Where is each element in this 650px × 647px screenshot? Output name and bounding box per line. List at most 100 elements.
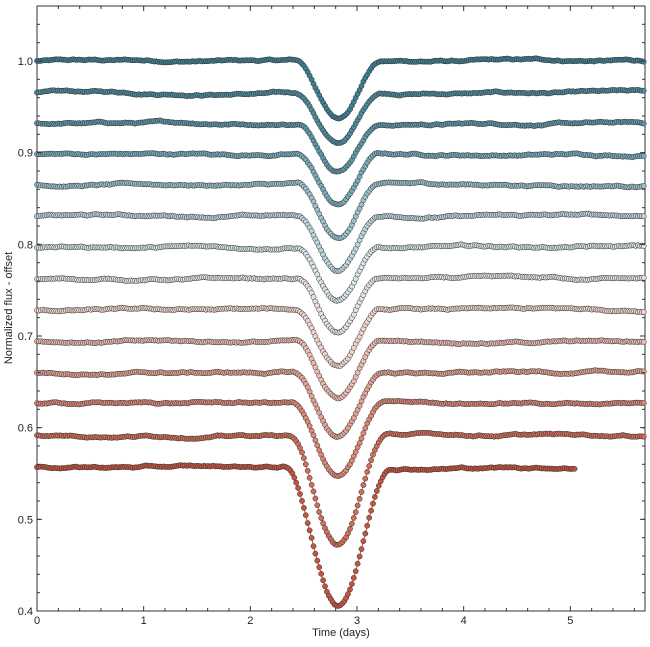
data-point — [640, 400, 647, 406]
data-point — [362, 475, 369, 482]
data-point — [362, 425, 369, 432]
series-line — [36, 274, 644, 334]
data-point — [312, 437, 319, 444]
y-tick-label: 0.7 — [18, 331, 33, 343]
data-point — [356, 440, 363, 446]
data-point — [358, 546, 365, 552]
data-point — [304, 467, 311, 474]
data-point — [316, 509, 323, 515]
series-1 — [34, 86, 647, 146]
data-point — [362, 530, 369, 537]
series-8 — [34, 304, 647, 369]
x-ticks: 0 1 2 3 4 5 — [34, 6, 635, 627]
data-point — [350, 515, 357, 521]
series-6 — [34, 241, 647, 304]
data-point — [318, 570, 325, 577]
series-line — [36, 181, 644, 239]
x-tick-label: 3 — [354, 615, 360, 627]
data-point — [640, 368, 647, 375]
y-axis-label: Normalized flux - offset — [3, 252, 15, 364]
data-point — [358, 489, 365, 495]
data-point — [301, 505, 307, 511]
data-point — [320, 520, 326, 527]
data-point — [306, 474, 313, 481]
data-point — [293, 479, 300, 486]
series-layer — [34, 55, 647, 609]
x-tick-label: 1 — [141, 615, 147, 627]
data-point — [366, 463, 373, 469]
series-4 — [34, 179, 647, 241]
series-0 — [34, 55, 647, 122]
data-point — [364, 469, 371, 475]
series-12 — [34, 429, 647, 548]
series-line — [36, 213, 644, 272]
data-point — [312, 550, 319, 557]
series-line — [36, 152, 644, 206]
series-3 — [34, 150, 647, 208]
series-5 — [34, 210, 647, 274]
series-9 — [34, 336, 647, 402]
data-point — [640, 433, 647, 440]
data-point — [352, 568, 359, 575]
data-point — [302, 461, 309, 468]
data-point — [299, 449, 305, 456]
y-tick-label: 0.6 — [18, 423, 33, 435]
x-tick-label: 4 — [461, 615, 467, 627]
data-point — [358, 435, 365, 442]
data-point — [314, 442, 321, 449]
data-point — [368, 457, 374, 464]
data-point — [306, 423, 313, 429]
data-point — [310, 432, 317, 439]
series-line — [36, 119, 644, 172]
y-tick-label: 0.4 — [18, 606, 33, 618]
data-point — [354, 560, 361, 567]
data-point — [356, 553, 363, 560]
data-point — [372, 494, 378, 500]
data-point — [318, 515, 325, 521]
data-point — [310, 543, 317, 550]
data-point — [304, 520, 311, 526]
x-tick-label: 0 — [34, 615, 40, 627]
data-point — [314, 557, 321, 564]
data-point — [640, 153, 647, 159]
data-point — [364, 522, 371, 529]
data-point — [571, 465, 578, 472]
data-point — [354, 502, 361, 509]
data-point — [291, 474, 298, 481]
series-7 — [34, 272, 647, 336]
data-point — [640, 183, 647, 189]
data-point — [316, 564, 323, 571]
data-point — [297, 491, 303, 497]
data-point — [373, 488, 380, 494]
x-tick-label: 2 — [247, 615, 253, 627]
data-point — [349, 520, 355, 527]
data-point — [352, 509, 359, 515]
data-point — [640, 120, 647, 127]
data-point — [347, 586, 353, 593]
data-point — [360, 538, 367, 544]
data-point — [310, 488, 317, 495]
series-line — [36, 339, 644, 400]
data-point — [366, 514, 373, 521]
data-point — [302, 512, 309, 519]
x-tick-label: 5 — [567, 615, 573, 627]
x-axis-label: Time (days) — [312, 627, 370, 639]
data-point — [360, 482, 367, 488]
data-point — [356, 495, 363, 502]
data-point — [640, 309, 647, 315]
series-line — [36, 464, 575, 607]
series-line — [36, 306, 644, 367]
data-point — [308, 535, 315, 541]
series-2 — [34, 117, 647, 175]
series-line — [36, 432, 644, 546]
data-point — [312, 495, 319, 502]
series-line — [36, 57, 644, 120]
y-tick-label: 0.5 — [18, 514, 33, 526]
data-point — [295, 485, 301, 491]
data-point — [322, 583, 328, 590]
data-point — [320, 577, 326, 584]
data-point — [360, 430, 367, 437]
data-point — [349, 581, 355, 587]
